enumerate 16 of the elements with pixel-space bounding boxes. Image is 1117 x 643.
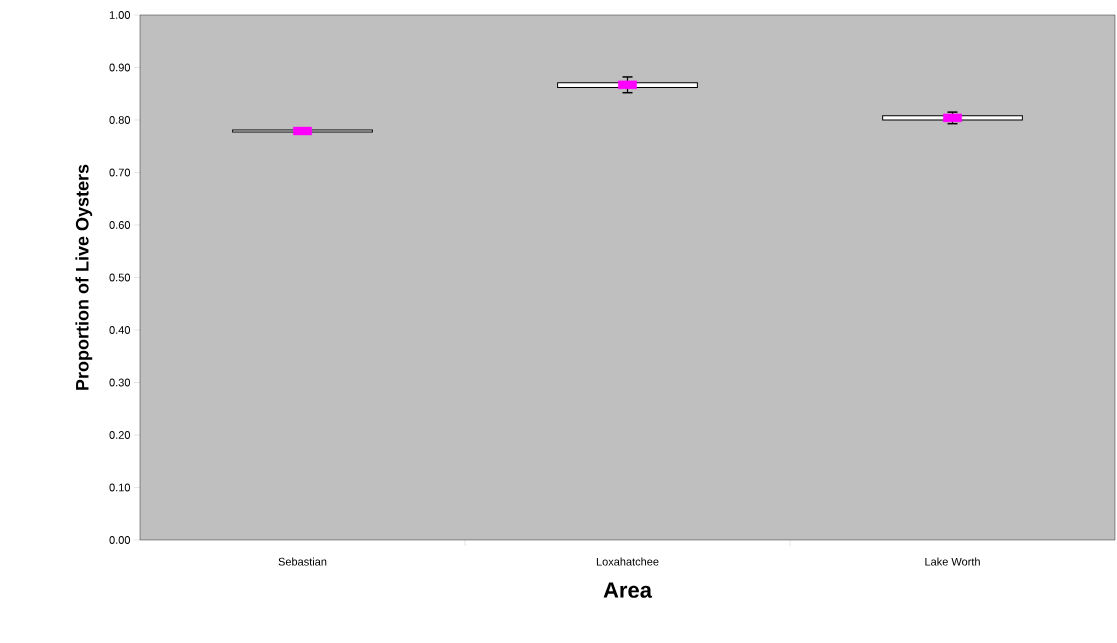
y-tick-label: 0.10 (109, 483, 131, 492)
y-tick-label: 0.70 (109, 168, 131, 177)
y-tick-label: 0.30 (109, 378, 131, 387)
y-tick-label: 0.40 (109, 326, 131, 334)
x-tick-label: Lake Worth (925, 557, 980, 566)
y-tick-label: 0.90 (109, 63, 131, 72)
y-tick-label: 0.60 (109, 221, 131, 229)
x-tick-label: Sebastian (278, 557, 327, 566)
y-tick-label: 0.20 (109, 431, 131, 439)
y-tick-label: 0.50 (109, 273, 131, 282)
y-tick-label: 1.00 (109, 11, 131, 19)
y-tick-label: 0.80 (109, 116, 131, 124)
y-axis-title: Proportion of Live Oysters (75, 164, 93, 390)
y-tick-label: 0.00 (109, 536, 131, 544)
x-axis-title: Area (603, 582, 653, 598)
x-tick-label: Loxahatchee (596, 557, 659, 566)
